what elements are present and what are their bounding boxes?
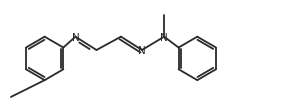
Text: N: N (72, 32, 79, 42)
Text: N: N (160, 32, 168, 42)
Text: N: N (138, 46, 146, 56)
